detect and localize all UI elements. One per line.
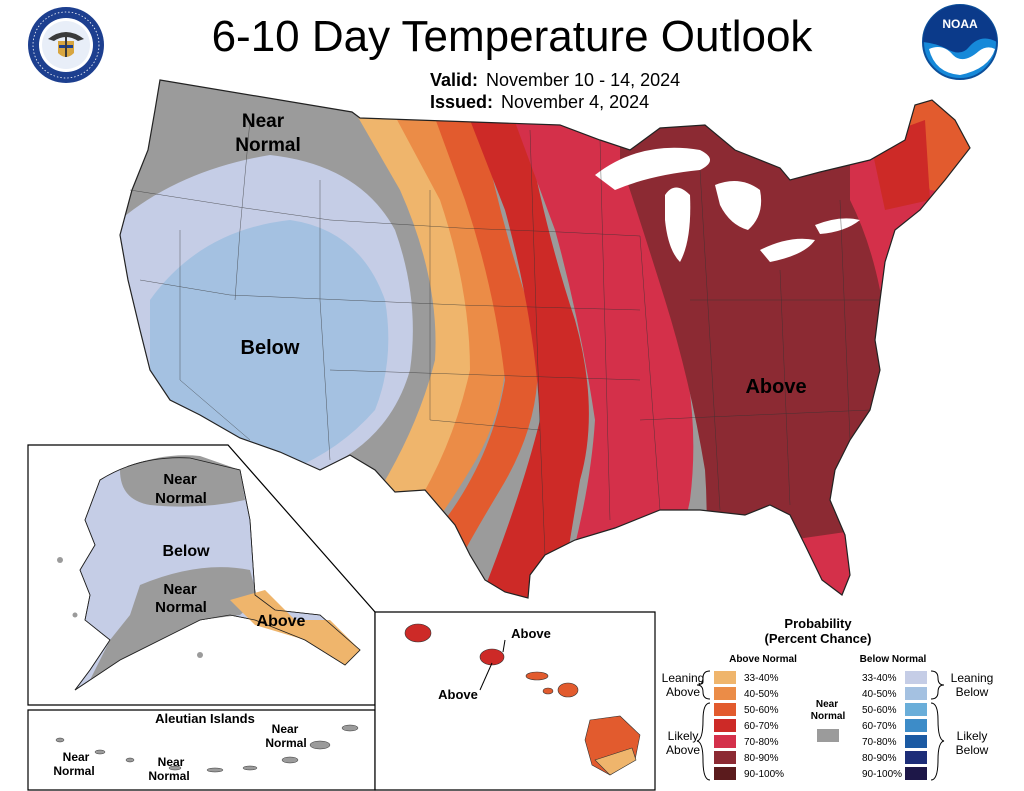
hawaii-islands (404, 623, 641, 776)
above-range-0: 33-40% (744, 673, 779, 684)
aleutian-label-left-line1: Near (63, 750, 90, 764)
below-swatch-40-50 (905, 687, 927, 700)
likely-below-line2: Below (956, 743, 989, 757)
issued-date: Issued: November 4, 2024 (430, 92, 649, 113)
below-swatch-60-70 (905, 719, 927, 732)
alaska-near-normal-mid-line1: Near (163, 581, 197, 598)
above-swatch-90-100 (714, 767, 736, 780)
legend-title-line2: (Percent Chance) (765, 631, 872, 646)
aleutian-title: Aleutian Islands (155, 711, 255, 726)
conus-near-normal-label-line1: Near (242, 111, 285, 132)
below-swatch-90-100 (905, 767, 927, 780)
above-swatch-33-40 (714, 671, 736, 684)
leaning-below-brace (930, 670, 945, 700)
below-range-6: 90-100% (862, 769, 902, 780)
alaska-near-normal-top-line1: Near (163, 471, 197, 488)
noaa-text: NOAA (942, 17, 978, 31)
below-range-2: 50-60% (862, 705, 897, 716)
aleutian-label-right-line1: Near (272, 722, 299, 736)
legend-title-line1: Probability (784, 616, 852, 631)
below-range-3: 60-70% (862, 721, 897, 732)
conus-below-label: Below (241, 337, 300, 359)
hawaii-above-label-bottom: Above (438, 687, 478, 702)
valid-value: November 10 - 14, 2024 (486, 70, 681, 90)
hawaii-above-label-top: Above (511, 626, 551, 641)
alaska-above-label: Above (257, 613, 306, 630)
commerce-seal-logo (28, 7, 104, 83)
aleutian-islands-shapes (55, 724, 359, 773)
above-range-1: 40-50% (744, 689, 779, 700)
likely-above-line1: Likely (668, 729, 699, 743)
above-swatch-80-90 (714, 751, 736, 764)
alaska-near-normal-top-line2: Normal (155, 490, 207, 507)
valid-label: Valid: (430, 70, 479, 90)
great-lakes (595, 147, 860, 262)
below-swatch-70-80 (905, 735, 927, 748)
legend: Probability (Percent Chance) Above Norma… (662, 616, 994, 781)
below-range-1: 40-50% (862, 689, 897, 700)
below-swatch-33-40 (905, 671, 927, 684)
below-swatch-50-60 (905, 703, 927, 716)
near-normal-legend-line1: Near (816, 699, 838, 710)
leaning-above-line2: Above (666, 685, 700, 699)
below-range-5: 80-90% (862, 753, 897, 764)
below-range-0: 33-40% (862, 673, 897, 684)
legend-above-header: Above Normal (729, 654, 797, 665)
alaska-near-normal-mid-line2: Normal (155, 599, 207, 616)
conus-near-normal-label-line2: Normal (235, 135, 300, 156)
hawaii-above-leader-bottom (479, 662, 493, 691)
near-normal-swatch (817, 729, 839, 742)
above-range-2: 50-60% (744, 705, 779, 716)
aleutian-label-right-line2: Normal (265, 736, 306, 750)
above-swatch-40-50 (714, 687, 736, 700)
aleutian-label-mid-line1: Near (158, 755, 185, 769)
above-range-3: 60-70% (744, 721, 779, 732)
above-swatch-50-60 (714, 703, 736, 716)
leaning-above-line1: Leaning (662, 671, 705, 685)
above-swatch-70-80 (714, 735, 736, 748)
above-range-5: 80-90% (744, 753, 779, 764)
alaska-map (57, 455, 361, 691)
likely-below-line1: Likely (957, 729, 988, 743)
noaa-logo: NOAA (922, 4, 998, 80)
alaska-below-label: Below (162, 543, 210, 560)
below-range-4: 70-80% (862, 737, 897, 748)
conus-above-label: Above (745, 376, 806, 398)
map-title: 6-10 Day Temperature Outlook (211, 12, 813, 61)
issued-value: November 4, 2024 (501, 92, 650, 112)
aleutian-label-mid-line2: Normal (148, 769, 189, 783)
above-range-4: 70-80% (744, 737, 779, 748)
leaning-above-brace (696, 670, 711, 700)
leaning-below-line2: Below (956, 685, 989, 699)
likely-above-brace (696, 702, 711, 781)
hawaii-above-leader-top (502, 639, 506, 653)
above-swatch-60-70 (714, 719, 736, 732)
near-normal-legend-line2: Normal (811, 711, 846, 722)
state-boundaries (129, 119, 880, 556)
valid-dates: Valid: November 10 - 14, 2024 (430, 70, 680, 91)
leaning-below-line1: Leaning (951, 671, 994, 685)
issued-label: Issued: (430, 92, 494, 112)
aleutian-label-left-line2: Normal (53, 764, 94, 778)
above-range-6: 90-100% (744, 769, 784, 780)
likely-above-line2: Above (666, 743, 700, 757)
below-swatch-80-90 (905, 751, 927, 764)
conus-outline (119, 79, 971, 599)
legend-below-header: Below Normal (860, 654, 927, 665)
likely-below-brace (930, 702, 945, 781)
hawaii-inset-frame (374, 611, 656, 791)
